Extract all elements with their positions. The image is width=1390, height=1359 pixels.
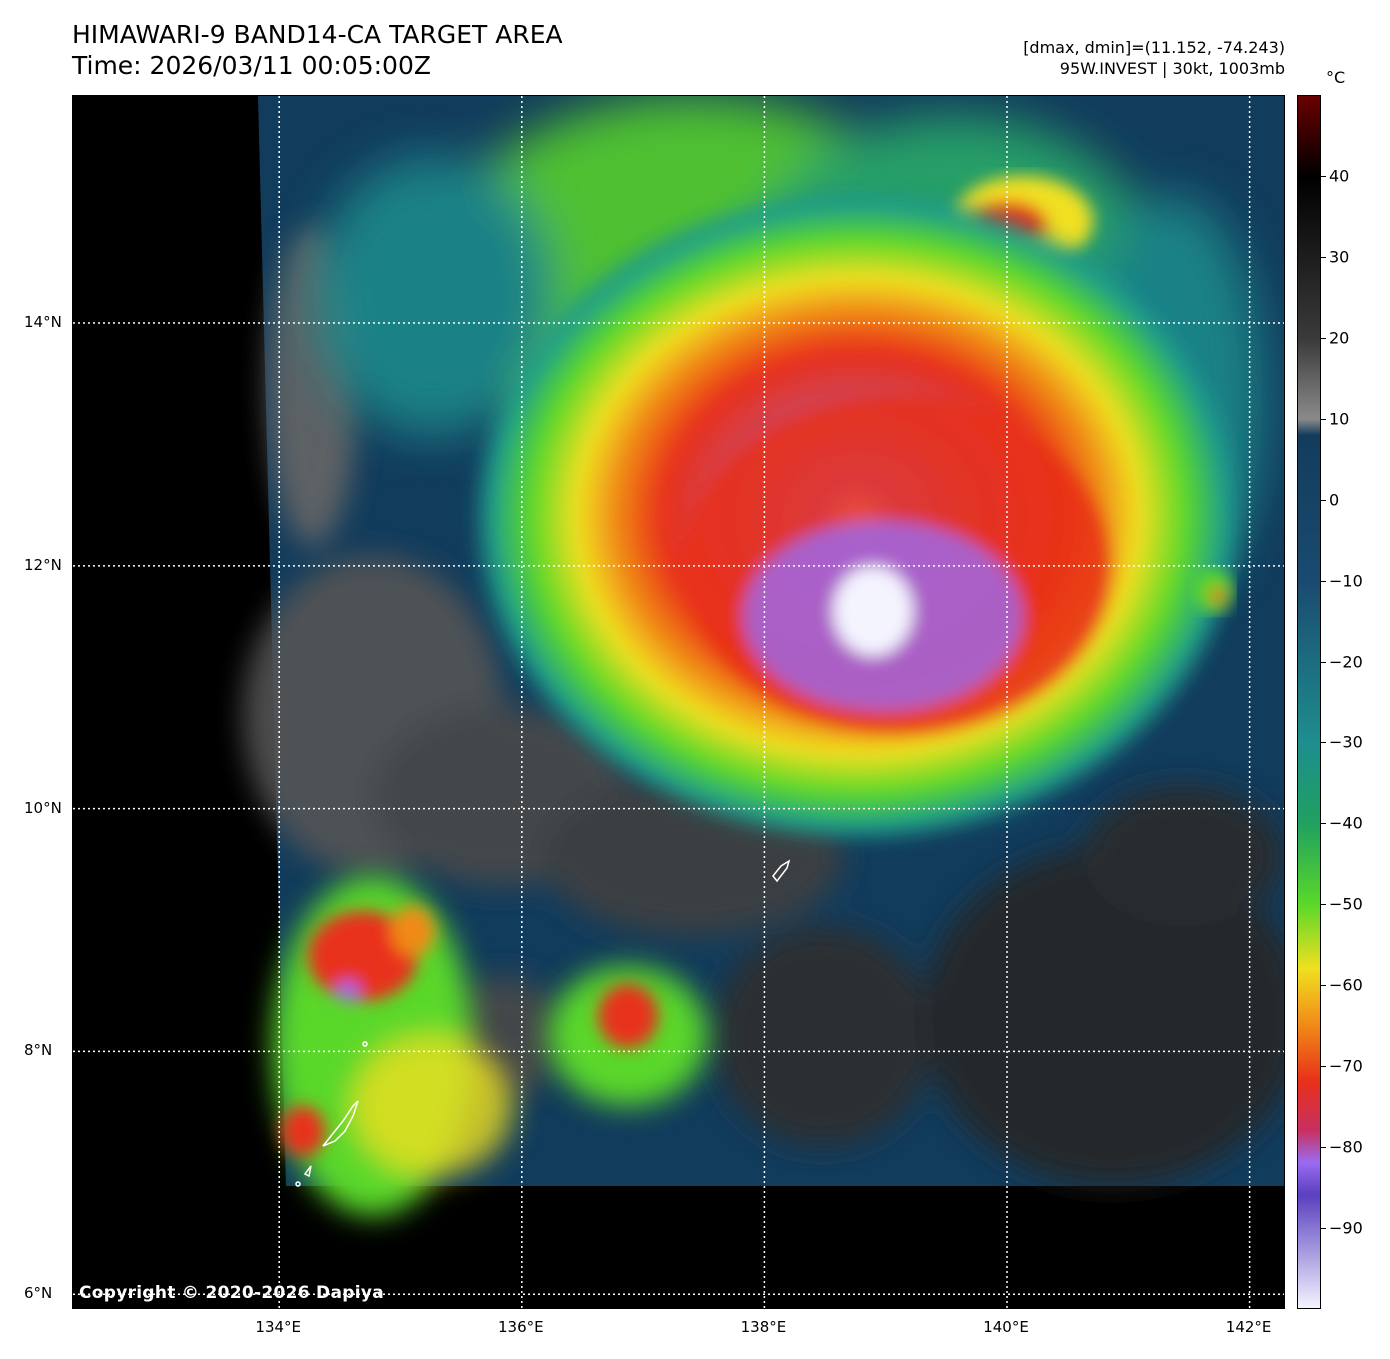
colorbar-tick-label: −60 — [1329, 975, 1363, 995]
colorbar-tickmark — [1321, 742, 1326, 744]
satellite-imagery — [73, 96, 1284, 1308]
colorbar-tick-label: −20 — [1329, 652, 1363, 672]
latitude-label: 14°N — [24, 313, 62, 332]
map-time: Time: 2026/03/11 00:05:00Z — [72, 51, 431, 80]
coastline-outlines — [295, 859, 791, 1187]
satellite-map: Copyright © 2020-2026 Dapiya — [72, 95, 1285, 1309]
colorbar-tick-label: −10 — [1329, 571, 1363, 591]
latitude-label: 8°N — [24, 1041, 53, 1060]
colorbar-tickmark — [1321, 904, 1326, 906]
colorbar-tick-label: 0 — [1329, 490, 1340, 510]
colorbar-tickmark — [1321, 1228, 1326, 1230]
colorbar-tickmark — [1321, 418, 1326, 420]
colorbar-tickmark — [1321, 256, 1326, 258]
graticule — [73, 96, 1284, 1308]
colorbar-tick-label: −70 — [1329, 1056, 1363, 1076]
colorbar-tick-label: −50 — [1329, 894, 1363, 914]
colorbar-tickmark — [1321, 985, 1326, 987]
colorbar-unit: °C — [1326, 68, 1346, 87]
colorbar-tick-label: −80 — [1329, 1137, 1363, 1157]
colorbar-tickmark — [1321, 1066, 1326, 1068]
colorbar-tickmark — [1321, 580, 1326, 582]
map-title: HIMAWARI-9 BAND14-CA TARGET AREA — [72, 20, 563, 49]
dmax-dmin-readout: [dmax, dmin]=(11.152, -74.243) — [1023, 38, 1285, 57]
colorbar-tick-label: −40 — [1329, 813, 1363, 833]
longitude-label: 134°E — [255, 1318, 302, 1336]
colorbar-tick-label: 30 — [1329, 247, 1350, 267]
colorbar-tickmark — [1321, 337, 1326, 339]
longitude-label: 140°E — [983, 1318, 1029, 1336]
imagery-region — [243, 96, 1284, 1216]
copyright-notice: Copyright © 2020-2026 Dapiya — [79, 1283, 384, 1303]
colorbar-tickmark — [1321, 823, 1326, 825]
colorbar-tickmark — [1321, 175, 1326, 177]
colorbar-tick-label: 10 — [1329, 409, 1350, 429]
colorbar-tickmark — [1321, 499, 1326, 501]
storm-cloud-shield — [468, 186, 1248, 846]
colorbar-tick-label: 40 — [1329, 166, 1350, 186]
colorbar-tickmark — [1321, 1147, 1326, 1149]
latitude-label: 10°N — [24, 798, 62, 817]
longitude-label: 138°E — [740, 1318, 787, 1336]
storm-info: 95W.INVEST | 30kt, 1003mb — [1059, 59, 1285, 78]
colorbar-tickmark — [1321, 661, 1326, 663]
colorbar-tick-label: 20 — [1329, 328, 1350, 348]
longitude-label: 142°E — [1225, 1318, 1272, 1336]
latitude-label: 6°N — [24, 1284, 53, 1303]
longitude-label: 136°E — [497, 1318, 544, 1336]
latitude-label: 12°N — [24, 555, 62, 574]
colorbar-tick-label: −30 — [1329, 732, 1363, 752]
colorbar — [1297, 95, 1321, 1309]
colorbar-tick-label: −90 — [1329, 1218, 1363, 1238]
